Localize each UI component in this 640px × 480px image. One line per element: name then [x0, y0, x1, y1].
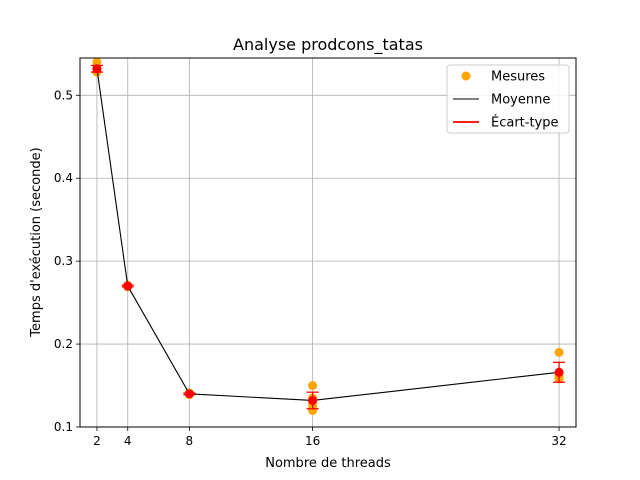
mean-marker: [92, 64, 102, 74]
plot-data: [90, 57, 566, 415]
mean-marker: [554, 367, 564, 377]
mean-marker: [123, 281, 133, 291]
measurement-point: [92, 57, 102, 67]
measurement-point: [308, 381, 318, 391]
plot-frame: [79, 57, 577, 428]
y-tick-label: 0.2: [54, 337, 73, 351]
mean-marker: [308, 395, 318, 405]
axis-ticks: 2 4 8 16 32 0.1 0.2 0.3 0.4 0.5: [54, 88, 567, 448]
y-tick-label: 0.3: [54, 254, 73, 268]
y-tick-label: 0.1: [54, 420, 73, 434]
legend: Mesures Moyenne Écart-type: [446, 64, 570, 134]
measurement-point: [554, 347, 564, 357]
y-tick-label: 0.4: [54, 171, 73, 185]
legend-label: Moyenne: [491, 93, 550, 108]
x-tick-label: 32: [551, 434, 566, 448]
x-axis-label: Nombre de threads: [265, 456, 391, 471]
x-tick-label: 8: [186, 434, 194, 448]
legend-marker-mesures: [461, 71, 471, 81]
legend-box: [446, 64, 570, 134]
x-tick-label: 4: [124, 434, 132, 448]
x-tick-label: 16: [305, 434, 320, 448]
x-tick-label: 2: [93, 434, 101, 448]
mean-marker: [184, 389, 194, 399]
chart-title: Analyse prodcons_tatas: [233, 35, 423, 55]
legend-label: Mesures: [491, 70, 545, 85]
legend-label: Écart-type: [491, 115, 559, 131]
y-tick-label: 0.5: [54, 88, 73, 102]
y-axis-label: Temps d'exécution (seconde): [29, 147, 44, 337]
